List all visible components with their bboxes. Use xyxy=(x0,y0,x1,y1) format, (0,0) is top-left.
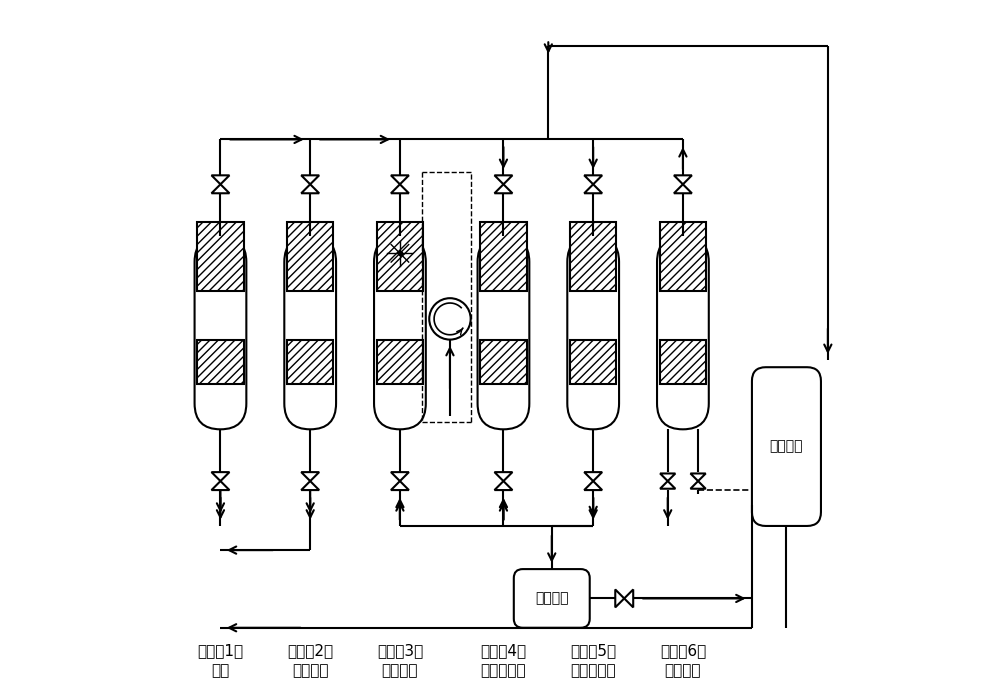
Polygon shape xyxy=(494,472,512,481)
Bar xyxy=(377,222,423,291)
FancyBboxPatch shape xyxy=(195,236,246,430)
Polygon shape xyxy=(494,184,512,193)
Text: 产品气吹扫: 产品气吹扫 xyxy=(481,663,526,678)
Polygon shape xyxy=(211,481,229,490)
Bar xyxy=(287,340,333,385)
Bar xyxy=(377,340,423,385)
Polygon shape xyxy=(391,472,409,481)
Polygon shape xyxy=(391,175,409,184)
Text: 步骤（3）: 步骤（3） xyxy=(377,642,423,658)
Polygon shape xyxy=(391,184,409,193)
FancyBboxPatch shape xyxy=(752,367,821,526)
Polygon shape xyxy=(301,175,319,184)
Bar xyxy=(197,340,244,385)
Text: 步骤（5）: 步骤（5） xyxy=(570,642,616,658)
Polygon shape xyxy=(660,481,675,489)
Polygon shape xyxy=(660,473,675,481)
Polygon shape xyxy=(301,472,319,481)
Polygon shape xyxy=(690,473,706,481)
Text: 步骤（2）: 步骤（2） xyxy=(287,642,333,658)
Polygon shape xyxy=(211,472,229,481)
Polygon shape xyxy=(301,481,319,490)
Polygon shape xyxy=(211,184,229,193)
Text: 产品气罐: 产品气罐 xyxy=(770,439,803,454)
Text: 喷水解吸: 喷水解吸 xyxy=(382,663,418,678)
Bar xyxy=(287,222,333,291)
Polygon shape xyxy=(494,175,512,184)
Bar xyxy=(570,222,616,291)
Text: 步骤（1）: 步骤（1） xyxy=(197,642,244,658)
Polygon shape xyxy=(584,184,602,193)
Polygon shape xyxy=(391,481,409,490)
Bar xyxy=(660,340,706,385)
Bar xyxy=(480,340,527,385)
FancyBboxPatch shape xyxy=(284,236,336,430)
Polygon shape xyxy=(584,472,602,481)
FancyBboxPatch shape xyxy=(514,569,590,628)
Text: 步骤（6）: 步骤（6） xyxy=(660,642,706,658)
Bar xyxy=(570,340,616,385)
Bar xyxy=(197,222,244,291)
Polygon shape xyxy=(584,481,602,490)
Text: 冲洗置换: 冲洗置换 xyxy=(292,663,328,678)
Bar xyxy=(660,222,706,291)
Text: 步骤（4）: 步骤（4） xyxy=(480,642,527,658)
FancyBboxPatch shape xyxy=(478,236,529,430)
Polygon shape xyxy=(690,481,706,489)
Polygon shape xyxy=(674,184,692,193)
Bar xyxy=(480,222,527,291)
Text: 干燥再生: 干燥再生 xyxy=(665,663,701,678)
Polygon shape xyxy=(584,175,602,184)
FancyBboxPatch shape xyxy=(567,236,619,430)
Polygon shape xyxy=(615,590,624,607)
Text: 置换气吹扫: 置换气吹扫 xyxy=(570,663,616,678)
Polygon shape xyxy=(494,481,512,490)
Polygon shape xyxy=(624,590,633,607)
Text: 吸附: 吸附 xyxy=(211,663,230,678)
Polygon shape xyxy=(301,184,319,193)
FancyBboxPatch shape xyxy=(657,236,709,430)
FancyBboxPatch shape xyxy=(374,236,426,430)
Polygon shape xyxy=(211,175,229,184)
Polygon shape xyxy=(674,175,692,184)
Text: 置换气罐: 置换气罐 xyxy=(535,591,569,606)
